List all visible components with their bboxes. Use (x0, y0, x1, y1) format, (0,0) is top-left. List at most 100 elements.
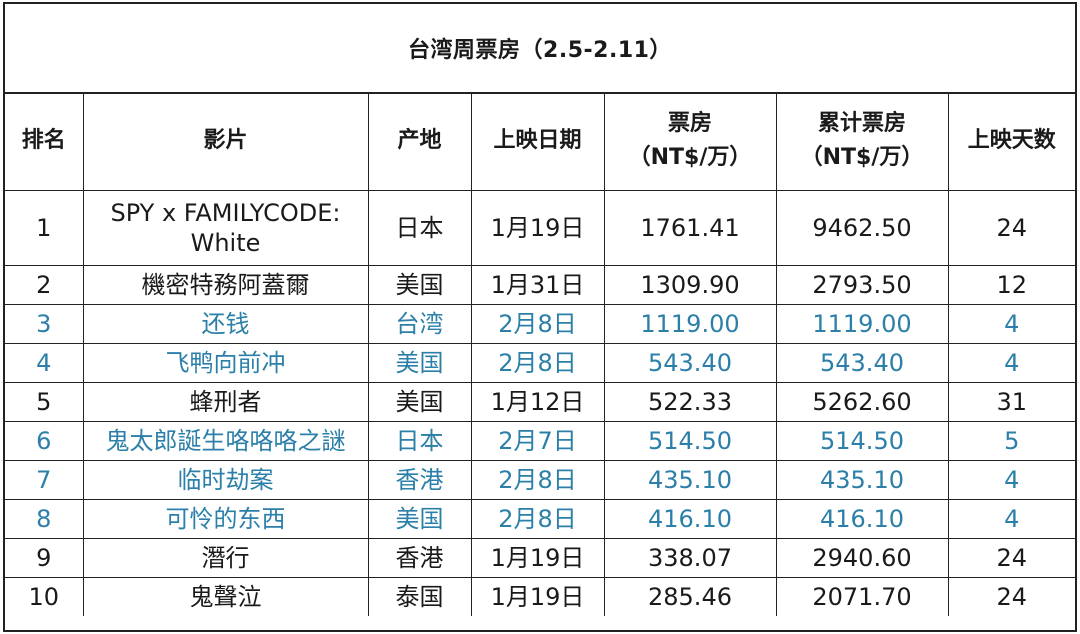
cell-film-text: 潛行 (201, 544, 250, 572)
cell-film-text: 鬼太郎誕生咯咯咯之謎 (105, 427, 346, 455)
cell-days-showing: 4 (947, 304, 1075, 344)
header-weekly-box-office: 票房 （NT$/万） (603, 92, 777, 191)
cell-film: 临时劫案 (82, 460, 369, 500)
cell-total-box-office-text: 2793.50 (812, 271, 912, 299)
cell-rank-text: 5 (36, 388, 52, 416)
cell-release-date: 2月8日 (470, 304, 605, 344)
cell-total-box-office-text: 543.40 (820, 349, 904, 377)
table-row: 2 機密特務阿蓋爾 美国 1月31日 1309.90 2793.50 12 (5, 265, 1075, 305)
cell-origin: 日本 (367, 421, 472, 461)
cell-days-showing: 24 (947, 190, 1075, 266)
cell-rank: 1 (5, 190, 84, 266)
cell-film: 鬼太郎誕生咯咯咯之謎 (82, 421, 369, 461)
cell-weekly-box-office: 1309.90 (603, 265, 777, 305)
cell-days-showing-text: 4 (1004, 310, 1020, 338)
cell-origin: 美国 (367, 499, 472, 539)
cell-rank: 6 (5, 421, 84, 461)
cell-weekly-box-office: 416.10 (603, 499, 777, 539)
cell-total-box-office-text: 9462.50 (812, 214, 912, 242)
cell-release-date: 2月8日 (470, 343, 605, 383)
cell-weekly-box-office-text: 338.07 (648, 544, 732, 572)
cell-rank: 10 (5, 577, 84, 616)
cell-film: 飞鸭向前冲 (82, 343, 369, 383)
cell-rank: 4 (5, 343, 84, 383)
cell-origin: 香港 (367, 460, 472, 500)
cell-total-box-office: 1119.00 (775, 304, 949, 344)
cell-origin: 日本 (367, 190, 472, 266)
cell-release-date-text: 2月7日 (498, 427, 577, 455)
cell-origin: 美国 (367, 382, 472, 422)
cell-film: 蜂刑者 (82, 382, 369, 422)
cell-weekly-box-office: 1119.00 (603, 304, 777, 344)
table-row: 9 潛行 香港 1月19日 338.07 2940.60 24 (5, 538, 1075, 578)
header-days-showing: 上映天数 (947, 92, 1075, 191)
cell-days-showing: 5 (947, 421, 1075, 461)
cell-release-date-text: 2月8日 (498, 466, 577, 494)
cell-release-date-text: 1月19日 (490, 214, 585, 242)
header-origin: 产地 (367, 92, 472, 191)
cell-total-box-office-text: 2940.60 (812, 544, 912, 572)
cell-weekly-box-office: 543.40 (603, 343, 777, 383)
cell-days-showing-text: 4 (1004, 349, 1020, 377)
cell-total-box-office: 435.10 (775, 460, 949, 500)
cell-origin: 香港 (367, 538, 472, 578)
cell-days-showing: 4 (947, 460, 1075, 500)
cell-origin-text: 香港 (395, 466, 444, 494)
cell-release-date-text: 1月31日 (490, 271, 585, 299)
cell-weekly-box-office: 1761.41 (603, 190, 777, 266)
cell-origin-text: 台湾 (395, 310, 444, 338)
cell-film-text: 可怜的东西 (165, 505, 286, 533)
cell-weekly-box-office-text: 1761.41 (640, 214, 740, 242)
cell-weekly-box-office-text: 543.40 (648, 349, 732, 377)
table-row: 5 蜂刑者 美国 1月12日 522.33 5262.60 31 (5, 382, 1075, 422)
cell-weekly-box-office-text: 435.10 (648, 466, 732, 494)
header-rank: 排名 (5, 92, 84, 191)
cell-rank-text: 9 (36, 544, 52, 572)
table-row: 7 临时劫案 香港 2月8日 435.10 435.10 4 (5, 460, 1075, 500)
header-row: 排名 影片 产地 上映日期 票房 （NT$/万） 累计票房 （NT$/万） 上映… (5, 92, 1075, 191)
cell-film-text: 機密特務阿蓋爾 (141, 271, 310, 299)
cell-origin: 美国 (367, 265, 472, 305)
cell-total-box-office: 2940.60 (775, 538, 949, 578)
cell-rank: 3 (5, 304, 84, 344)
cell-release-date-text: 1月19日 (490, 583, 585, 611)
cell-weekly-box-office: 338.07 (603, 538, 777, 578)
box-office-table-frame: 台湾周票房（2.5-2.11） 排名 影片 产地 上映日期 票房 （NT$/万）… (3, 2, 1077, 632)
cell-total-box-office: 514.50 (775, 421, 949, 461)
cell-total-box-office: 5262.60 (775, 382, 949, 422)
table-title: 台湾周票房（2.5-2.11） (5, 4, 1075, 94)
table-row: 10 鬼聲泣 泰国 1月19日 285.46 2071.70 24 (5, 577, 1075, 616)
cell-weekly-box-office: 285.46 (603, 577, 777, 616)
cell-rank: 5 (5, 382, 84, 422)
cell-days-showing-text: 24 (996, 214, 1028, 242)
cell-film: 还钱 (82, 304, 369, 344)
cell-release-date: 1月19日 (470, 577, 605, 616)
cell-rank-text: 2 (36, 271, 52, 299)
cell-total-box-office-text: 1119.00 (812, 310, 912, 338)
cell-origin: 泰国 (367, 577, 472, 616)
table-row: 8 可怜的东西 美国 2月8日 416.10 416.10 4 (5, 499, 1075, 539)
cell-days-showing: 4 (947, 499, 1075, 539)
cell-origin-text: 美国 (395, 388, 444, 416)
cell-total-box-office: 9462.50 (775, 190, 949, 266)
cell-film: 潛行 (82, 538, 369, 578)
cell-days-showing-text: 12 (996, 271, 1028, 299)
header-box-line1: 票房 (667, 111, 712, 136)
cell-days-showing-text: 5 (1004, 427, 1020, 455)
cell-release-date-text: 1月12日 (490, 388, 585, 416)
cell-release-date-text: 1月19日 (490, 544, 585, 572)
header-total-line1: 累计票房 (817, 111, 906, 136)
cell-film-text: 鬼聲泣 (189, 583, 262, 611)
cell-rank-text: 4 (36, 349, 52, 377)
cell-total-box-office: 2793.50 (775, 265, 949, 305)
cell-days-showing-text: 31 (996, 388, 1028, 416)
cell-release-date: 2月7日 (470, 421, 605, 461)
cell-release-date-text: 2月8日 (498, 349, 577, 377)
cell-total-box-office: 2071.70 (775, 577, 949, 616)
header-total-line2: （NT$/万） (800, 145, 924, 170)
cell-rank-text: 8 (36, 505, 52, 533)
cell-rank: 8 (5, 499, 84, 539)
cell-rank-text: 10 (28, 583, 60, 611)
cell-origin-text: 泰国 (395, 583, 444, 611)
cell-days-showing: 4 (947, 343, 1075, 383)
